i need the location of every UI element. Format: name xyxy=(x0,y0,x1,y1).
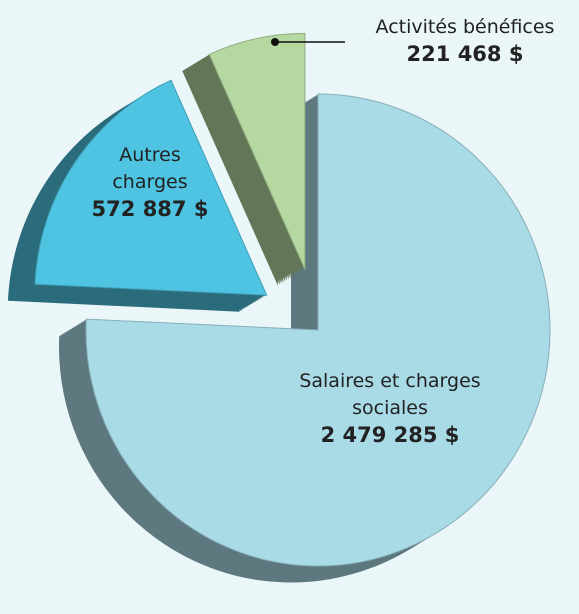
category-label: Activités bénéfices xyxy=(375,16,555,38)
value-label: 221 468 $ xyxy=(406,42,524,66)
leader-dot xyxy=(271,38,279,46)
category-label: Salaires et charges sociales xyxy=(299,370,481,419)
slice-label: Autres charges 572 887 $ xyxy=(85,142,215,223)
slice xyxy=(34,79,268,296)
slice-label: Salaires et charges sociales 2 479 285 $ xyxy=(270,368,510,449)
slice-label: Activités bénéfices 221 468 $ xyxy=(345,14,579,68)
value-label: 572 887 $ xyxy=(91,197,209,221)
slice xyxy=(85,93,551,567)
value-label: 2 479 285 $ xyxy=(320,423,460,447)
category-label: Autres charges xyxy=(112,144,188,193)
slice xyxy=(208,32,306,270)
